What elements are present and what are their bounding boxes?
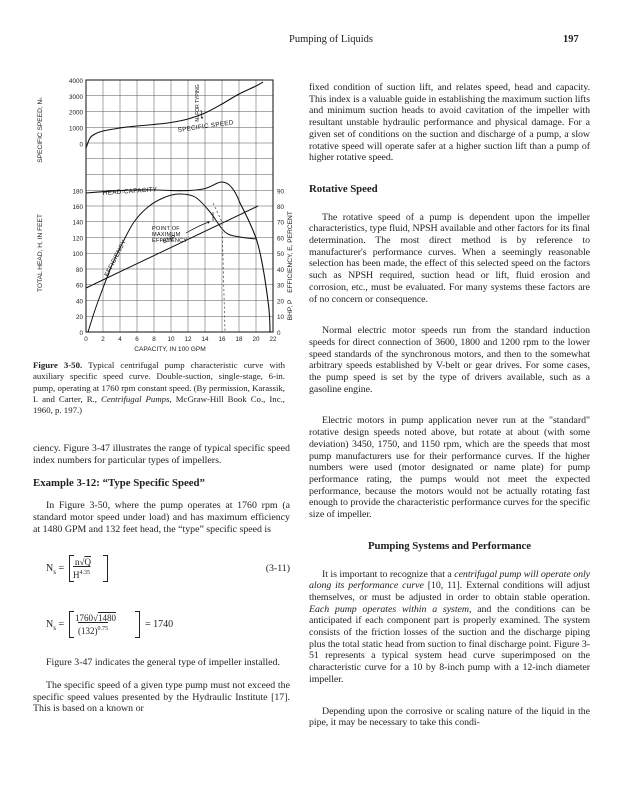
- svg-text:CAPACITY, IN 100 GPM: CAPACITY, IN 100 GPM: [134, 346, 206, 353]
- svg-text:40: 40: [277, 267, 285, 274]
- svg-text:140: 140: [72, 220, 83, 227]
- svg-text:0: 0: [79, 330, 83, 337]
- svg-text:12: 12: [184, 336, 192, 343]
- svg-text:SPECIFIC SPEED: SPECIFIC SPEED: [177, 119, 234, 134]
- svg-text:2: 2: [101, 336, 105, 343]
- svg-text:SPECIFIC SPEED, Nₛ: SPECIFIC SPEED, Nₛ: [37, 97, 44, 163]
- svg-text:EFFICIENCY: EFFICIENCY: [152, 238, 187, 244]
- svg-text:40: 40: [76, 299, 84, 306]
- svg-text:16: 16: [218, 336, 226, 343]
- svg-text:18: 18: [235, 336, 243, 343]
- svg-text:1000: 1000: [69, 126, 84, 133]
- svg-text:120: 120: [72, 236, 83, 243]
- svg-text:Nₛ FOR TYPING: Nₛ FOR TYPING: [195, 84, 201, 121]
- svg-text:4000: 4000: [69, 78, 84, 85]
- svg-text:4: 4: [118, 336, 122, 343]
- svg-text:90: 90: [277, 189, 285, 196]
- svg-text:3000: 3000: [69, 94, 84, 101]
- svg-text:160: 160: [72, 204, 83, 211]
- svg-text:100: 100: [72, 251, 83, 258]
- svg-text:14: 14: [201, 336, 209, 343]
- svg-text:20: 20: [252, 336, 260, 343]
- svg-text:10: 10: [277, 314, 285, 321]
- svg-text:0: 0: [79, 142, 83, 149]
- svg-text:8: 8: [152, 336, 156, 343]
- svg-text:80: 80: [277, 204, 285, 211]
- svg-text:HEAD-CAPACITY: HEAD-CAPACITY: [103, 186, 158, 197]
- svg-text:2000: 2000: [69, 110, 84, 117]
- svg-text:60: 60: [76, 283, 84, 290]
- svg-text:80: 80: [76, 267, 84, 274]
- svg-text:50: 50: [277, 251, 285, 258]
- svg-text:6: 6: [135, 336, 139, 343]
- svg-text:70: 70: [277, 220, 285, 227]
- svg-text:0: 0: [84, 336, 88, 343]
- svg-text:20: 20: [277, 299, 285, 306]
- svg-text:10: 10: [167, 336, 175, 343]
- svg-text:30: 30: [277, 283, 285, 290]
- svg-text:BHP, P: BHP, P: [287, 299, 294, 320]
- svg-text:20: 20: [76, 314, 84, 321]
- svg-text:22: 22: [269, 336, 277, 343]
- svg-text:0: 0: [277, 330, 281, 337]
- svg-text:EFFICIENCY: EFFICIENCY: [103, 238, 128, 278]
- svg-text:180: 180: [72, 189, 83, 196]
- svg-text:EFFICIENCY, E, PERCENT: EFFICIENCY, E, PERCENT: [287, 211, 294, 293]
- svg-text:60: 60: [277, 236, 285, 243]
- svg-text:TOTAL HEAD, H, IN FEET: TOTAL HEAD, H, IN FEET: [37, 214, 44, 292]
